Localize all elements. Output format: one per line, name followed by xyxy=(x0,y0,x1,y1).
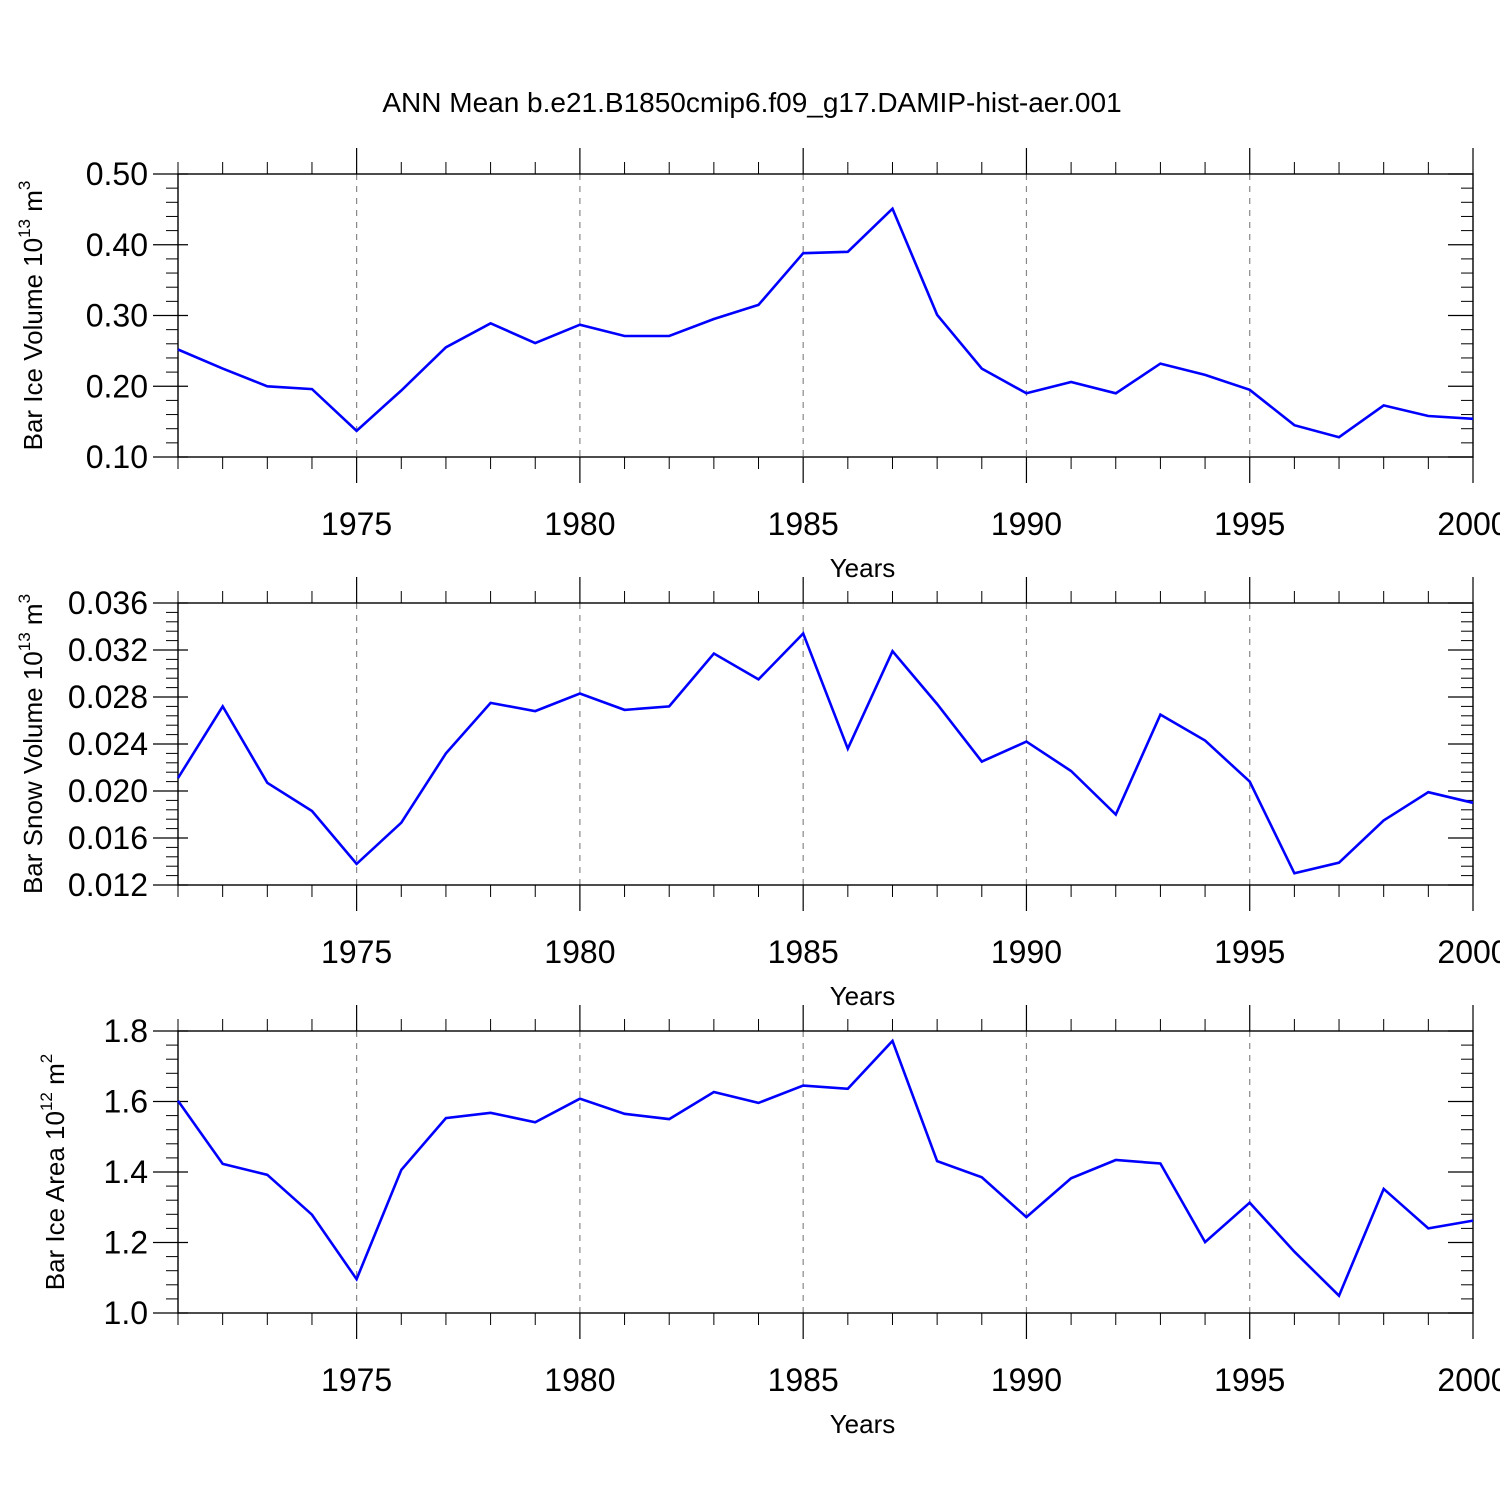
y-tick-label: 0.028 xyxy=(68,679,148,715)
x-tick-label: 1980 xyxy=(544,1362,615,1398)
plot-frame xyxy=(177,173,1474,458)
x-tick-label: 1990 xyxy=(991,1362,1062,1398)
y-tick-label: 0.20 xyxy=(86,368,148,404)
series-line xyxy=(176,1038,1474,1298)
y-tick-label: 0.024 xyxy=(68,726,148,762)
x-tick-label: 1980 xyxy=(544,506,615,542)
plot-frame xyxy=(177,1030,1474,1314)
x-axis-label: Years xyxy=(830,981,896,1011)
y-tick-label: 1.8 xyxy=(104,1013,148,1049)
x-axis-label: Years xyxy=(830,553,896,583)
panel-3: 1.0 1.2 1.4 1.6 1.8 1975 1980 1985 1990 1995 2000 Y… xyxy=(37,1005,1500,1439)
x-tick-label: 2000 xyxy=(1437,934,1500,970)
y-axis-label: Bar Snow Volume 1013 m3 xyxy=(15,594,48,894)
x-axis-label: Years xyxy=(830,1409,896,1439)
y-tick-label: 1.0 xyxy=(104,1295,148,1331)
series-line xyxy=(176,631,1474,875)
x-tick-label: 1995 xyxy=(1214,506,1285,542)
y-tick-label: 1.4 xyxy=(104,1154,148,1190)
y-tick-label: 0.50 xyxy=(86,156,148,192)
x-tick-label: 2000 xyxy=(1437,506,1500,542)
x-tick-label: 1975 xyxy=(321,1362,392,1398)
x-tick-label: 1990 xyxy=(991,934,1062,970)
y-tick-label: 0.10 xyxy=(86,439,148,475)
x-tick-label: 1985 xyxy=(768,1362,839,1398)
y-tick-label: 0.30 xyxy=(86,298,148,334)
y-axis-label: Bar Ice Volume 1013 m3 xyxy=(15,181,48,451)
panel-1: 0.10 0.20 0.30 0.40 0.50 1975 1980 1985 1990 1995… xyxy=(15,148,1500,583)
y-tick-label: 1.6 xyxy=(104,1084,148,1120)
x-tick-label: 1995 xyxy=(1214,1362,1285,1398)
x-tick-label: 1985 xyxy=(768,506,839,542)
x-tick-label: 1975 xyxy=(321,506,392,542)
x-tick-label: 1975 xyxy=(321,934,392,970)
x-tick-label: 1980 xyxy=(544,934,615,970)
plot-frame xyxy=(177,602,1474,886)
x-tick-label: 2000 xyxy=(1437,1362,1500,1398)
y-tick-label: 0.016 xyxy=(68,820,148,856)
y-axis-label: Bar Ice Area 1012 m2 xyxy=(37,1054,70,1291)
y-tick-label: 0.036 xyxy=(68,585,148,621)
chart-title: ANN Mean b.e21.B1850cmip6.f09_g17.DAMIP-… xyxy=(382,87,1121,118)
y-tick-label: 0.020 xyxy=(68,773,148,809)
y-tick-label: 0.032 xyxy=(68,632,148,668)
x-tick-label: 1985 xyxy=(768,934,839,970)
x-tick-label: 1990 xyxy=(991,506,1062,542)
x-tick-label: 1995 xyxy=(1214,934,1285,970)
y-tick-label: 1.2 xyxy=(104,1225,148,1261)
panels: 0.10 0.20 0.30 0.40 0.50 1975 1980 1985 1990 1995… xyxy=(15,148,1500,1439)
y-tick-label: 0.012 xyxy=(68,867,148,903)
series-line xyxy=(177,206,1474,439)
panel-2: 0.012 0.016 0.020 0.024 0.028 0.032 0.036 1975 1… xyxy=(15,577,1500,1011)
y-tick-label: 0.40 xyxy=(86,227,148,263)
